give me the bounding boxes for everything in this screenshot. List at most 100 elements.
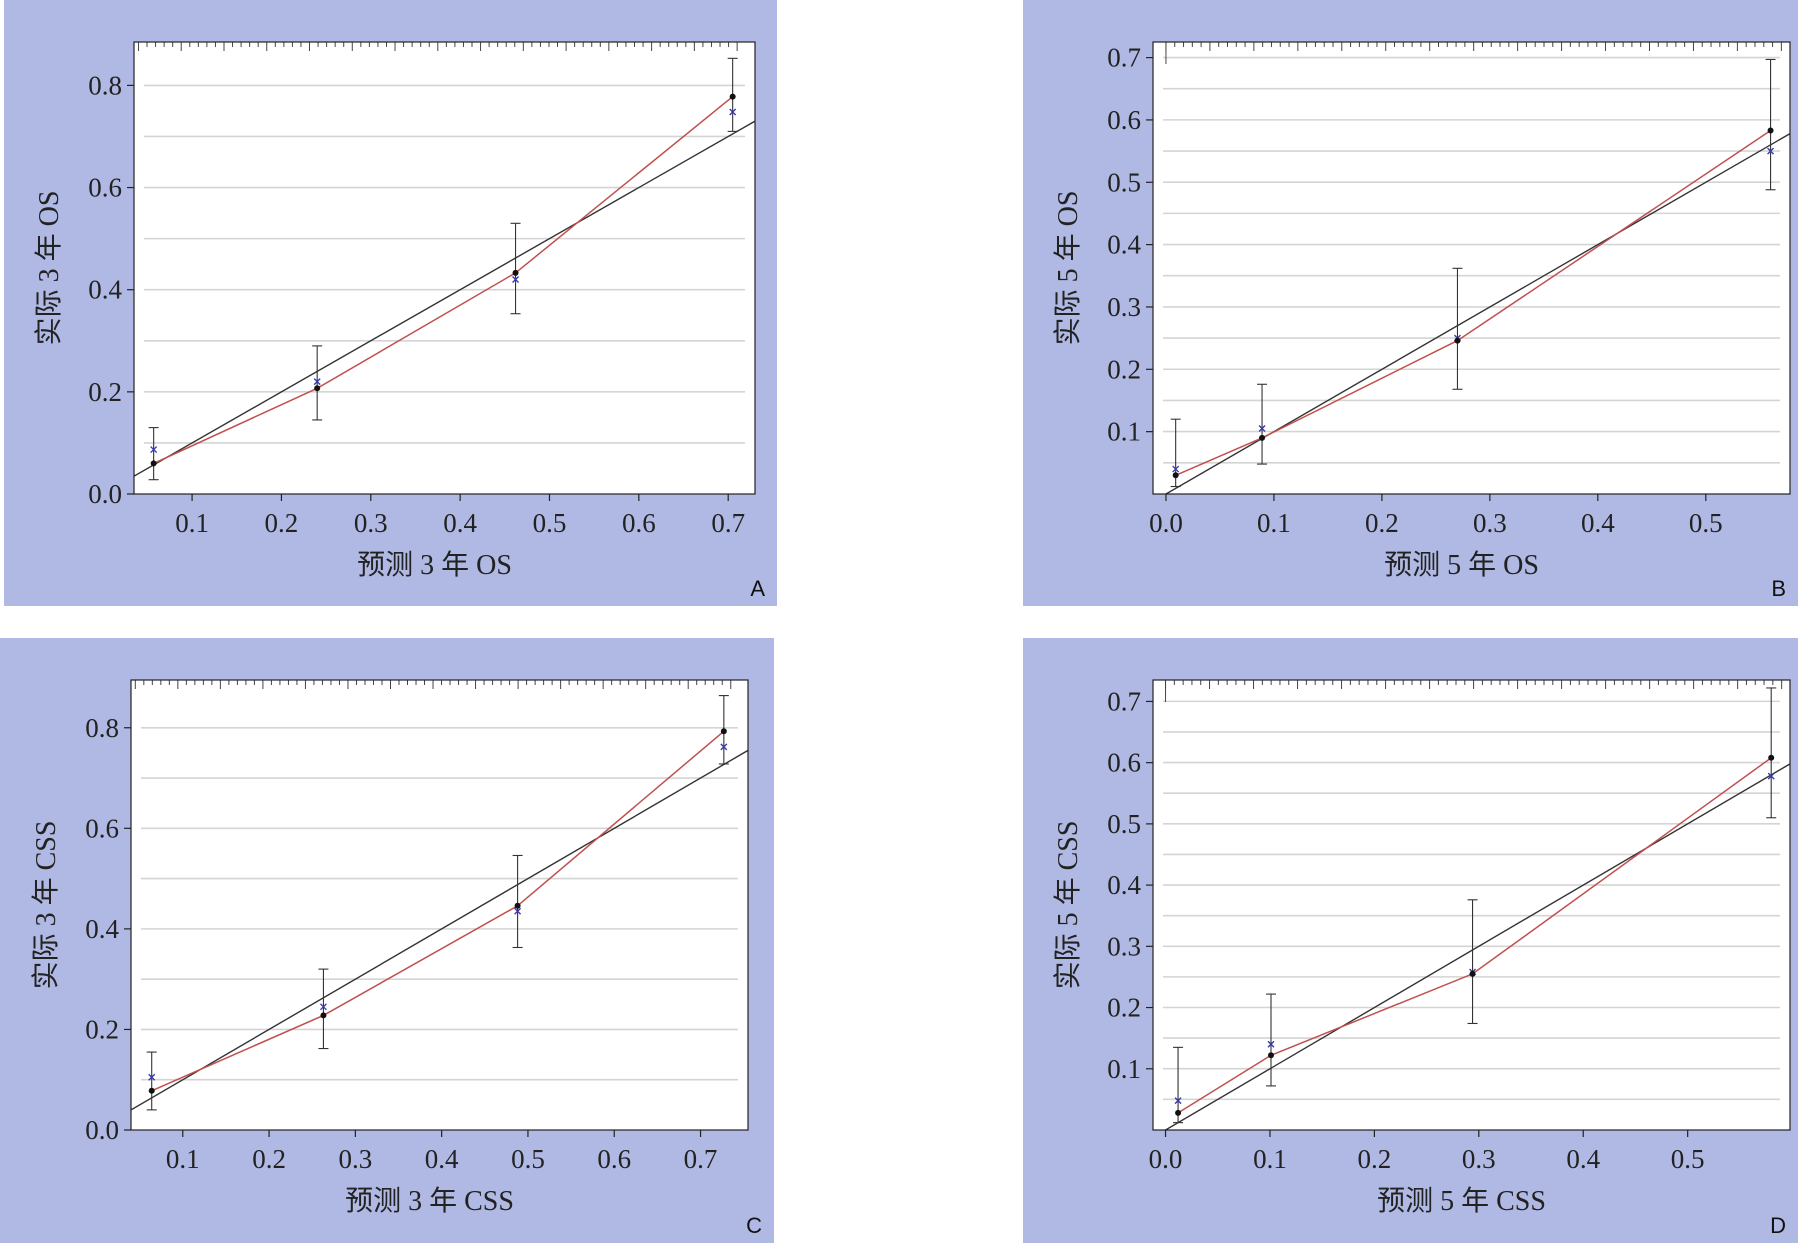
x-tick-label: 0.3 <box>1473 508 1507 538</box>
y-tick-label: 0.2 <box>88 377 122 407</box>
panel-c: 0.1 0.2 0.3 0.4 0.5 0.6 0.7 0.0 0.2 0.4 0.6 0.8 预测 3… <box>0 638 774 1243</box>
y-tick-label: 0.1 <box>1107 417 1141 447</box>
x-tick-label: 0.5 <box>1671 1144 1705 1174</box>
corrected-point <box>720 743 728 751</box>
observed-point <box>1268 1052 1275 1059</box>
panel-d: 0.0 0.1 0.2 0.3 0.4 0.5 0.1 0.2 0.3 0.4 0.5 0.6 0.7 预… <box>1023 638 1798 1243</box>
x-tick-label: 0.7 <box>684 1144 718 1174</box>
plot-content <box>134 96 755 477</box>
x-tick-label: 0.0 <box>1149 508 1183 538</box>
x-tick-label: 0.4 <box>1581 508 1615 538</box>
y-tick-label: 0.6 <box>1107 105 1141 135</box>
panel-letter: B <box>1771 576 1786 601</box>
calibration-chart-b: 0.0 0.1 0.2 0.3 0.4 0.5 0.1 0.2 0.3 0.4 0.5 0.6 0.7 预… <box>1023 0 1798 606</box>
ideal-line <box>131 749 748 1111</box>
corrected-point <box>512 275 520 283</box>
x-tick-label: 0.5 <box>511 1144 545 1174</box>
plot-content <box>1164 757 1790 1130</box>
x-tick-label: 0.2 <box>252 1144 286 1174</box>
x-tick-label: 0.1 <box>175 508 209 538</box>
corrected-point <box>313 378 321 386</box>
y-axis-label: 实际 5 年 OS <box>1052 191 1084 346</box>
y-tick-label: 0.6 <box>1107 748 1141 778</box>
y-tick-label: 0.7 <box>1107 43 1141 73</box>
x-tick-label: 0.3 <box>338 1144 372 1174</box>
calibration-line <box>1175 129 1772 476</box>
corrected-point <box>514 907 522 915</box>
observed-point <box>150 460 157 467</box>
calibration-line <box>151 730 725 1092</box>
y-tick-label: 0.5 <box>1107 809 1141 839</box>
rug-ticks <box>1165 680 1783 702</box>
x-axis-label: 预测 5 年 CSS <box>1377 1185 1546 1217</box>
plot-area <box>134 42 755 494</box>
calibration-chart-a: 0.1 0.2 0.3 0.4 0.5 0.6 0.7 0.0 0.2 0.4 0.6 0.8 预测 3… <box>4 0 777 606</box>
x-tick-label: 0.3 <box>354 508 388 538</box>
observed-point <box>1259 434 1266 441</box>
panel-b: 0.0 0.1 0.2 0.3 0.4 0.5 0.1 0.2 0.3 0.4 0.5 0.6 0.7 预… <box>1023 0 1798 606</box>
corrected-point <box>1174 1097 1182 1105</box>
observed-point <box>148 1087 155 1094</box>
plot-content <box>1164 129 1790 494</box>
y-tick-label: 0.1 <box>1107 1054 1141 1084</box>
x-tick-label: 0.2 <box>1358 1144 1392 1174</box>
x-axis-label: 预测 3 年 CSS <box>345 1185 514 1217</box>
x-tick-label: 0.4 <box>1566 1144 1600 1174</box>
observed-point <box>1175 1109 1182 1116</box>
x-tick-label: 0.2 <box>1365 508 1399 538</box>
y-tick-label: 0.6 <box>88 173 122 203</box>
observed-point <box>320 1012 327 1019</box>
y-tick-label: 0.8 <box>88 70 122 100</box>
plot-frame <box>130 679 749 1131</box>
calibration-chart-d: 0.0 0.1 0.2 0.3 0.4 0.5 0.1 0.2 0.3 0.4 0.5 0.6 0.7 预… <box>1023 638 1798 1243</box>
observed-point <box>1767 127 1774 134</box>
calibration-line <box>1177 757 1772 1114</box>
observed-point <box>1454 337 1461 344</box>
corrected-point <box>1767 147 1775 155</box>
panel-letter: C <box>746 1213 762 1238</box>
observed-point <box>729 93 736 100</box>
observed-point <box>1469 970 1476 977</box>
corrected-point <box>150 446 158 454</box>
x-tick-label: 0.4 <box>443 508 477 538</box>
plot-content <box>131 730 748 1111</box>
corrected-point <box>729 108 737 116</box>
x-tick-label: 0.3 <box>1462 1144 1496 1174</box>
plot-area <box>131 680 748 1130</box>
x-tick-label: 0.2 <box>265 508 299 538</box>
corrected-point <box>319 1003 327 1011</box>
y-tick-label: 0.0 <box>88 479 122 509</box>
corrected-point <box>1267 1040 1275 1048</box>
x-axis-label: 预测 3 年 OS <box>357 549 512 581</box>
corrected-point <box>1258 425 1266 433</box>
x-axis-label: 预测 5 年 OS <box>1384 549 1539 581</box>
observed-point <box>720 728 727 735</box>
rug-ticks <box>137 42 738 51</box>
corrected-point <box>1767 772 1775 780</box>
y-tick-label: 0.4 <box>88 275 122 305</box>
y-tick-label: 0.2 <box>1107 354 1141 384</box>
x-tick-label: 0.1 <box>166 1144 200 1174</box>
x-tick-label: 0.7 <box>711 508 745 538</box>
y-tick-label: 0.8 <box>85 713 119 743</box>
plot-area <box>1153 42 1790 494</box>
ideal-line <box>134 120 755 477</box>
observed-point <box>1768 754 1775 761</box>
corrected-point <box>1172 465 1180 473</box>
plot-frame <box>133 41 756 495</box>
x-tick-label: 0.6 <box>597 1144 631 1174</box>
x-tick-label: 0.4 <box>425 1144 459 1174</box>
x-tick-label: 0.1 <box>1257 508 1291 538</box>
y-axis-label: 实际 3 年 CSS <box>30 821 62 990</box>
x-tick-label: 0.0 <box>1149 1144 1183 1174</box>
y-tick-label: 0.4 <box>1107 870 1141 900</box>
rug-ticks <box>1165 42 1782 64</box>
calibration-chart-c: 0.1 0.2 0.3 0.4 0.5 0.6 0.7 0.0 0.2 0.4 0.6 0.8 预测 3… <box>0 638 774 1243</box>
x-tick-label: 0.5 <box>1689 508 1723 538</box>
observed-point <box>1172 472 1179 479</box>
y-tick-label: 0.4 <box>1107 230 1141 260</box>
panel-a: 0.1 0.2 0.3 0.4 0.5 0.6 0.7 0.0 0.2 0.4 0.6 0.8 预测 3… <box>4 0 777 606</box>
rug-ticks <box>134 680 732 689</box>
x-tick-label: 0.5 <box>533 508 567 538</box>
ideal-line <box>1164 133 1790 494</box>
